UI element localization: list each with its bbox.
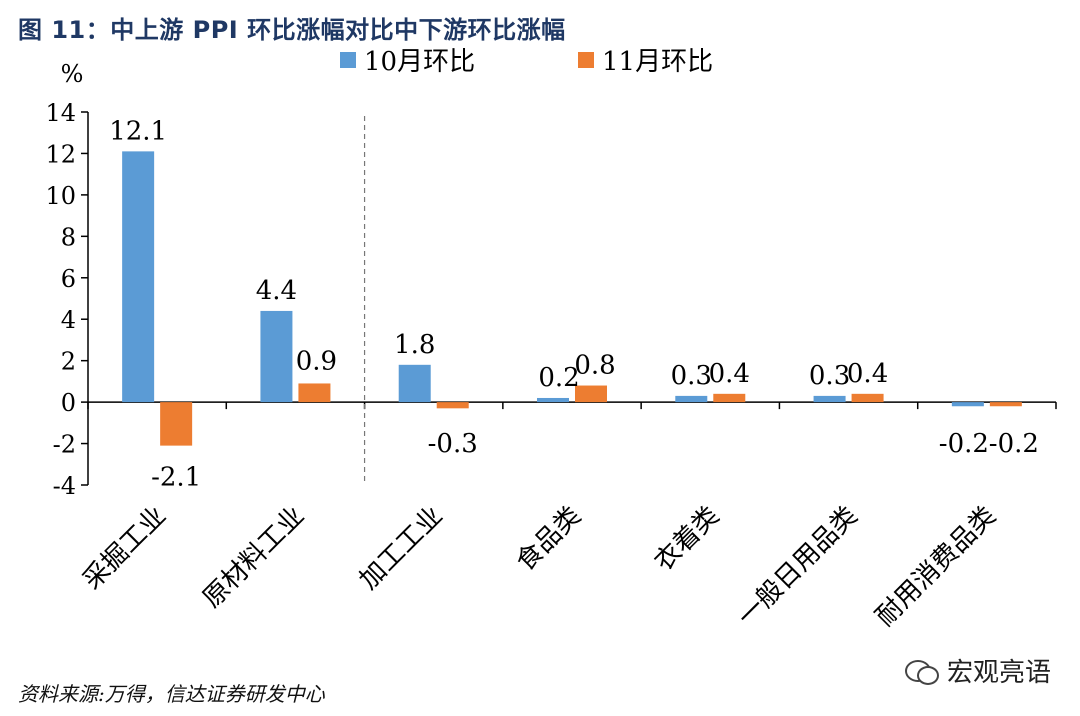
x-tick-label: 食品类	[511, 501, 587, 577]
legend-entry: 11月环比	[602, 47, 713, 77]
y-axis-label: %	[61, 60, 84, 88]
y-tick-label: -2	[53, 431, 76, 459]
data-label: 4.4	[256, 276, 297, 306]
y-tick-label: 6	[61, 265, 76, 293]
watermark-text: 宏观亮语	[947, 658, 1052, 688]
y-tick-label: 8	[61, 223, 76, 251]
data-label: -0.2	[989, 429, 1039, 459]
bar	[813, 395, 846, 403]
data-label: -0.3	[428, 429, 478, 459]
bar	[260, 310, 293, 403]
data-label: -2.1	[151, 463, 201, 493]
data-label: 0.2	[538, 363, 579, 393]
x-tick-label: 原材料工业	[197, 501, 310, 614]
x-tick-label: 加工工业	[354, 501, 449, 596]
data-label: -0.2	[939, 429, 989, 459]
y-tick-label: 12	[45, 140, 76, 168]
bar	[951, 402, 984, 407]
legend-swatch	[578, 52, 594, 68]
data-label: 0.4	[709, 359, 750, 389]
data-label: 0.3	[809, 361, 850, 391]
y-tick-label: -4	[53, 472, 76, 500]
y-tick-label: 2	[61, 348, 76, 376]
data-label: 0.8	[574, 351, 615, 381]
bar	[298, 383, 331, 403]
bar	[537, 397, 569, 403]
source-note: 资料来源:万得，信达证券研发中心	[18, 682, 325, 706]
legend-entry: 10月环比	[364, 47, 475, 77]
bar	[160, 402, 193, 446]
x-tick-label: 衣着类	[649, 501, 725, 577]
data-label: 1.8	[394, 330, 435, 360]
bar	[122, 151, 155, 403]
bar	[398, 364, 431, 403]
bar	[436, 402, 469, 409]
bars	[122, 151, 1022, 446]
y-tick-label: 14	[45, 99, 76, 127]
legend: 10月环比 11月环比	[340, 47, 713, 77]
bar	[851, 393, 884, 403]
bar	[989, 402, 1022, 407]
legend-swatch	[340, 52, 356, 68]
data-label: 0.9	[296, 346, 337, 376]
bar	[575, 385, 607, 403]
x-tick-label: 一般日用品类	[732, 501, 864, 633]
data-label: 0.4	[847, 359, 888, 389]
watermark: 宏观亮语	[905, 652, 1051, 689]
y-tick-label: 4	[61, 306, 76, 334]
bar	[713, 393, 746, 403]
y-tick-label: 10	[45, 182, 76, 210]
bar	[675, 395, 708, 403]
data-label: 0.3	[671, 361, 712, 391]
data-labels: 12.1 4.4 1.8 0.2 0.3 0.3 -0.2 -2.1 0.9 -0.3 0.8 0.4…	[109, 116, 1039, 492]
x-tick-label: 采掘工业	[77, 501, 172, 596]
y-tick-label: 0	[61, 389, 76, 417]
x-tick-label: 耐用消费品类	[870, 501, 1002, 633]
data-label: 12.1	[109, 116, 167, 146]
wechat-icon	[905, 658, 939, 685]
figure-title: 图 11：中上游 PPI 环比涨幅对比中下游环比涨幅	[18, 16, 566, 44]
axes: -4 -2 0 2 4 6 8 10 12 14% 采掘工业 原材料工业 加工工业 食品类 衣着类 一般日用品…	[45, 60, 1057, 633]
